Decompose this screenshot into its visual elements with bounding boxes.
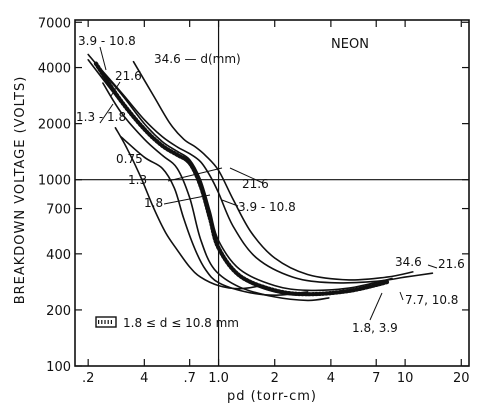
y-tick-label: 400: [46, 248, 71, 263]
label-leader-line: [427, 264, 438, 269]
x-tick-label: 4: [327, 371, 335, 386]
annotation-layer: NEON 34.6 — d(mm) 3.9 - 10.8 21.6 1.3 - 1.8 0…: [76, 34, 465, 335]
series-curve-d21-6: [95, 62, 434, 284]
label-leader-line: [110, 81, 121, 97]
y-tick-label: 200: [46, 304, 71, 319]
series-curve-d1-8: [102, 82, 330, 302]
x-tick-label: .7: [183, 371, 195, 386]
annotation-label: 3.9 - 10.8: [78, 34, 136, 48]
x-tick-label: 2: [271, 371, 279, 386]
x-tick-label: 7: [372, 371, 380, 386]
series-curve-d3-9-10-8-upper: [87, 53, 393, 292]
label-leader-line: [99, 46, 107, 71]
label-leader-line: [229, 167, 264, 184]
x-tick-label: 10: [397, 371, 414, 386]
ticks-layer: .2 4 .7 1.0 2 4 7 10 20 100 200 400 700 1000 2000 4000 7…: [38, 16, 470, 386]
annotation-label: 7.7, 10.8: [405, 293, 458, 307]
label-leader-line: [167, 167, 223, 182]
y-tick-label: 700: [46, 203, 71, 218]
legend-label: 1.8 ≤ d ≤ 10.8 mm: [123, 316, 239, 330]
y-axis-title: BREAKDOWN VOLTAGE (VOLTS): [13, 76, 28, 305]
annotation-label: 21.6: [438, 257, 465, 271]
label-leader-line: [163, 194, 211, 205]
annotation-label: 1.3: [128, 173, 147, 187]
annotation-label: 21.6: [242, 177, 269, 191]
label-leader-line: [221, 199, 239, 207]
annotation-label: 0.75: [116, 152, 143, 166]
annotation-label: 1.8: [144, 196, 163, 210]
annotation-label: 3.9 - 10.8: [238, 200, 296, 214]
label-leader-line: [369, 292, 383, 321]
label-leader-line: [99, 103, 114, 124]
x-tick-label: .2: [82, 371, 94, 386]
series-curve-d1-3: [120, 136, 309, 296]
annotation-label: 1.8, 3.9: [352, 321, 398, 335]
legend-swatch: [95, 316, 117, 328]
label-leader-line: [399, 291, 404, 301]
x-tick-label: 4: [140, 371, 148, 386]
y-tick-label: 1000: [38, 174, 71, 189]
annotation-label: 1.3 - 1.8: [76, 110, 126, 124]
y-tick-label: 100: [46, 360, 71, 375]
y-tick-label: 4000: [38, 62, 71, 77]
legend: 1.8 ≤ d ≤ 10.8 mm: [95, 316, 239, 330]
series-curve-d34-6: [132, 60, 414, 281]
y-tick-label: 7000: [38, 16, 71, 31]
annotation-label: 21.6: [115, 69, 142, 83]
series-curve-d3-9-10-8-lower: [87, 59, 385, 296]
series-layer: [87, 53, 434, 302]
annotation-label: 34.6 — d(mm): [154, 52, 241, 66]
series-curve-d0-75: [114, 127, 263, 290]
y-tick-label: 2000: [38, 118, 71, 133]
plot-frame: [74, 19, 470, 367]
x-tick-label: 20: [453, 371, 470, 386]
annotation-label: NEON: [331, 37, 369, 52]
x-tick-label: 1.0: [208, 371, 229, 386]
annotation-label: 34.6: [395, 255, 422, 269]
x-axis-title: pd (torr-cm): [227, 389, 317, 404]
